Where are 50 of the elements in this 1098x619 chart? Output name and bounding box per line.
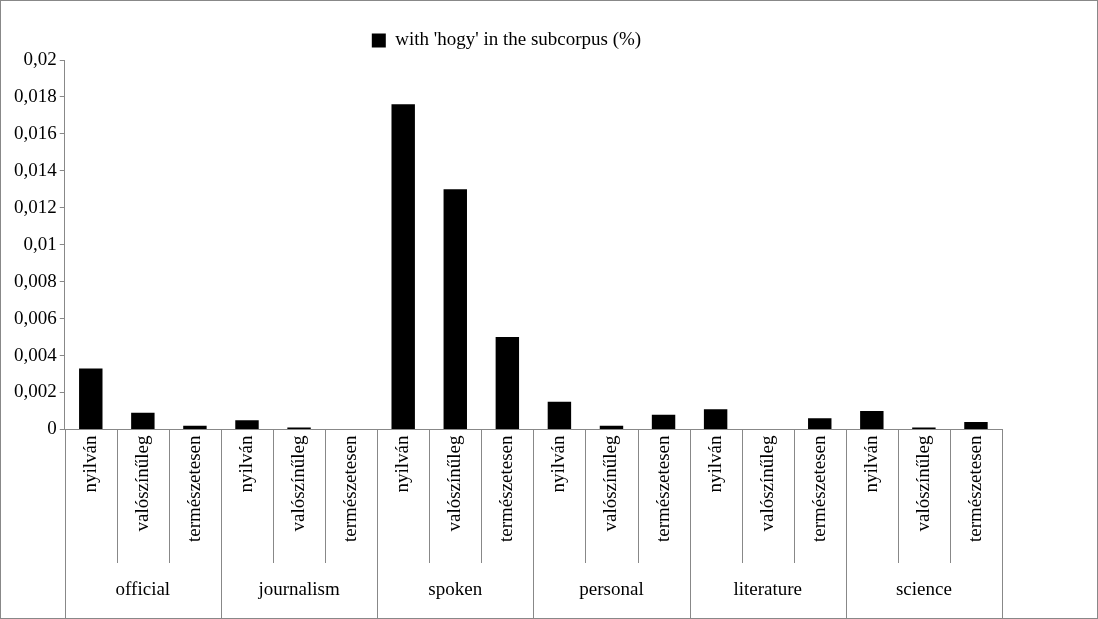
x-tick-label: természetesen xyxy=(651,434,673,543)
y-tick-label: 0,004 xyxy=(14,343,58,365)
x-tick-label: nyilván xyxy=(391,434,413,493)
y-tick-label: 0,002 xyxy=(14,380,57,402)
y-tick-label: 0,008 xyxy=(14,269,57,291)
x-tick-label: valószínűleg xyxy=(130,434,152,532)
bar xyxy=(183,425,207,429)
x-tick-label: valószínűleg xyxy=(443,434,465,532)
y-tick-label: 0,01 xyxy=(23,232,57,254)
bar xyxy=(703,409,728,429)
y-tick-label: 0,012 xyxy=(14,195,57,217)
x-tick-label: természetesen xyxy=(495,434,517,543)
text: journalism xyxy=(257,577,340,599)
x-tick-label: nyilván xyxy=(78,434,100,493)
x-tick-label: nyilván xyxy=(703,434,725,493)
bar xyxy=(495,337,520,429)
x-tick-label: természetesen xyxy=(963,434,985,543)
text: spoken xyxy=(428,577,483,599)
bar xyxy=(131,412,155,429)
x-tick-label: valószínűleg xyxy=(599,434,621,532)
text: personal xyxy=(579,577,644,599)
x-tick-label: valószínűleg xyxy=(911,434,933,532)
x-tick-label: nyilván xyxy=(234,434,256,493)
x-tick-label: valószínűleg xyxy=(755,434,777,532)
bar xyxy=(79,368,103,429)
y-tick-label: 0,02 xyxy=(23,47,57,69)
legend-label: with 'hogy' in the subcorpus (%) xyxy=(395,28,642,51)
y-tick-label: 0,014 xyxy=(14,158,58,180)
x-tick-label: természetesen xyxy=(182,434,204,543)
x-tick-label: természetesen xyxy=(807,434,829,543)
bar xyxy=(860,410,884,429)
text: official xyxy=(115,577,171,599)
text: science xyxy=(895,577,952,599)
text: literature xyxy=(733,577,802,599)
x-tick-label: nyilván xyxy=(547,434,569,493)
bar xyxy=(651,414,676,429)
bar xyxy=(547,401,572,429)
y-tick-label: 0,016 xyxy=(14,121,57,143)
bar xyxy=(443,189,467,429)
bar xyxy=(964,422,988,429)
x-tick-label: valószínűleg xyxy=(287,434,309,532)
bar xyxy=(808,418,832,429)
bar xyxy=(235,420,259,429)
x-tick-label: természetesen xyxy=(339,434,361,543)
y-tick-label: 0,006 xyxy=(14,306,57,328)
x-tick-label: nyilván xyxy=(859,434,881,493)
bar xyxy=(599,425,624,429)
y-tick-label: 0 xyxy=(47,417,57,439)
bar xyxy=(391,104,415,429)
y-tick-label: 0,018 xyxy=(14,84,57,106)
